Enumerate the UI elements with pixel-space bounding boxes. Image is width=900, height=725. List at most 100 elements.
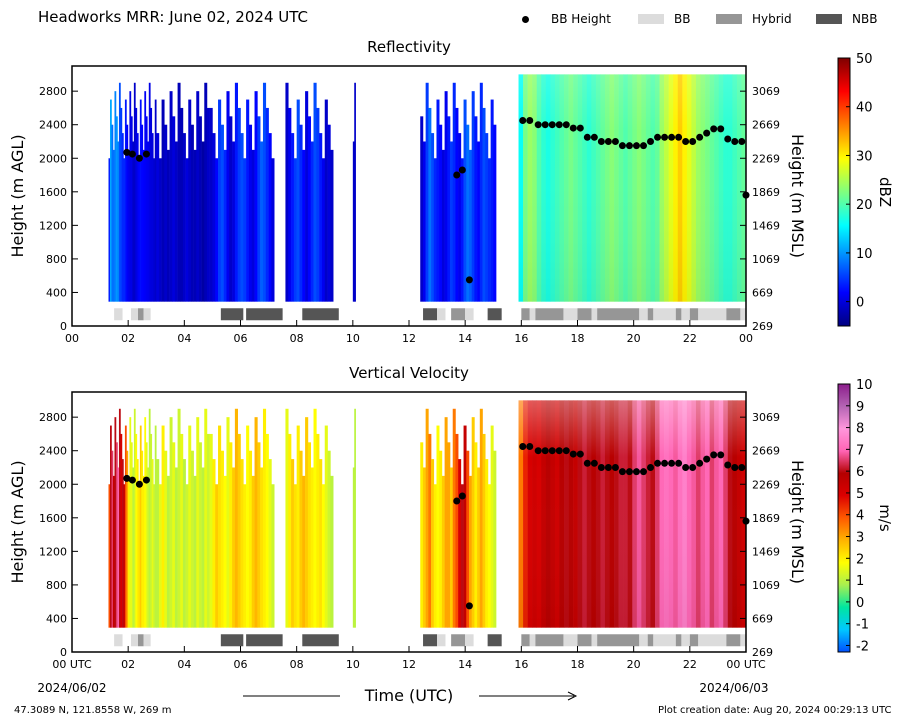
heatmap-column <box>251 149 255 302</box>
bb-height-point <box>689 137 697 145</box>
heatmap-column <box>151 459 154 628</box>
heatmap-column <box>436 99 440 302</box>
heatmap-column <box>150 433 153 628</box>
bb-height-point <box>526 117 534 125</box>
heatmap-column <box>223 475 227 628</box>
heatmap-column <box>129 417 132 628</box>
heatmap-column <box>313 82 317 302</box>
heatmap-column <box>260 467 264 628</box>
heatmap-column <box>260 141 264 302</box>
heatmap-column <box>447 116 451 302</box>
heatmap-column <box>111 124 114 302</box>
heatmap-column <box>310 141 314 302</box>
heatmap-column <box>166 475 170 628</box>
colorbar-tick-label: 10 <box>856 247 873 262</box>
y-tick-label: 1200 <box>39 545 67 558</box>
heatmap-column <box>248 124 253 302</box>
colorbar-tick-label: 50 <box>856 52 873 67</box>
y-tick-right-label: 669 <box>752 612 773 625</box>
x-tick-label: 00 <box>739 332 753 345</box>
bb-height-point <box>647 137 655 145</box>
heatmap-column <box>124 425 127 628</box>
bb-class-bar <box>577 634 592 647</box>
x-tick-label: 00 UTC <box>52 658 92 671</box>
heatmap-column <box>439 124 443 302</box>
x-tick-label: 14 <box>458 332 472 345</box>
y-tick-label: 0 <box>60 646 67 659</box>
colorbar-tick-label: 40 <box>856 101 873 116</box>
bb-class-bar <box>423 634 438 647</box>
heatmap-column <box>262 408 267 628</box>
heatmap-column <box>145 116 148 302</box>
heatmap-column <box>243 158 247 302</box>
y-tick-right-label: 1869 <box>752 186 780 199</box>
bb-height-point <box>562 121 570 129</box>
heatmap-column <box>229 116 233 302</box>
bb-height-point <box>724 461 732 469</box>
bb-height-point <box>668 459 676 467</box>
heatmap-column <box>112 475 115 628</box>
bb-class-bar <box>577 308 592 321</box>
heatmap-column <box>133 82 136 302</box>
heatmap-column <box>321 484 326 628</box>
heatmap-column <box>422 141 426 302</box>
heatmap-column <box>161 99 165 302</box>
heatmap-column <box>193 149 197 302</box>
heatmap-column <box>466 450 470 628</box>
heatmap-column <box>479 82 483 302</box>
bb-class-bar <box>451 634 466 647</box>
heatmap-column <box>468 475 472 628</box>
bb-height-point <box>675 133 683 141</box>
heatmap-column <box>156 133 160 302</box>
bb-class-bar <box>487 634 502 647</box>
bb-height-point <box>534 121 542 129</box>
heatmap-shading <box>518 400 746 628</box>
colorbar-tick-label: 8 <box>856 422 864 437</box>
x-tick-label: 20 <box>627 658 641 671</box>
heatmap-column <box>226 417 230 628</box>
heatmap-column <box>120 433 123 628</box>
heatmap-column <box>166 149 170 302</box>
heatmap-column <box>458 133 462 302</box>
colorbar-tick-label: 20 <box>856 198 873 213</box>
arrow-head-icon <box>567 691 578 701</box>
heatmap-column <box>268 459 272 628</box>
heatmap-column <box>126 124 129 302</box>
bb-class-bar <box>451 308 466 321</box>
bb-height-point <box>548 447 556 455</box>
bb-height-point <box>703 129 711 137</box>
heatmap-column <box>110 425 112 628</box>
heatmap-column <box>248 450 253 628</box>
y-tick-label: 1600 <box>39 186 67 199</box>
heatmap-column <box>204 408 208 628</box>
colorbar-tick-label: 1 <box>856 574 864 589</box>
heatmap-column <box>352 141 355 302</box>
heatmap-column <box>132 141 135 302</box>
bb-class-bar <box>130 634 138 647</box>
bb-height-point <box>682 463 690 471</box>
heatmap-column <box>441 149 445 302</box>
y-tick-right-label: 1069 <box>752 579 780 592</box>
heatmap-column <box>313 408 317 628</box>
heatmap-column <box>234 408 238 628</box>
heatmap-column <box>352 467 355 628</box>
bb-class-bar <box>143 634 151 647</box>
bb-class-bar <box>689 634 699 647</box>
bb-class-bar <box>137 308 144 321</box>
bb-class-bar <box>675 308 682 321</box>
bb-height-point <box>123 148 131 156</box>
bb-class-bar <box>220 308 244 321</box>
heatmap-column <box>354 408 356 628</box>
legend-label-bb-height: BB Height <box>551 12 611 26</box>
heatmap-column <box>174 141 178 302</box>
heatmap-column <box>148 82 151 302</box>
heatmap-column <box>206 107 210 302</box>
heatmap-column <box>136 459 139 628</box>
heatmap-column <box>477 141 481 302</box>
heatmap-column <box>305 417 309 628</box>
bb-height-point <box>632 142 640 150</box>
heatmap-column <box>129 91 132 302</box>
bb-class-bar <box>689 308 699 321</box>
colorbar-tick-label: 6 <box>856 465 864 480</box>
start-date-label: 2024/06/02 <box>37 681 106 695</box>
